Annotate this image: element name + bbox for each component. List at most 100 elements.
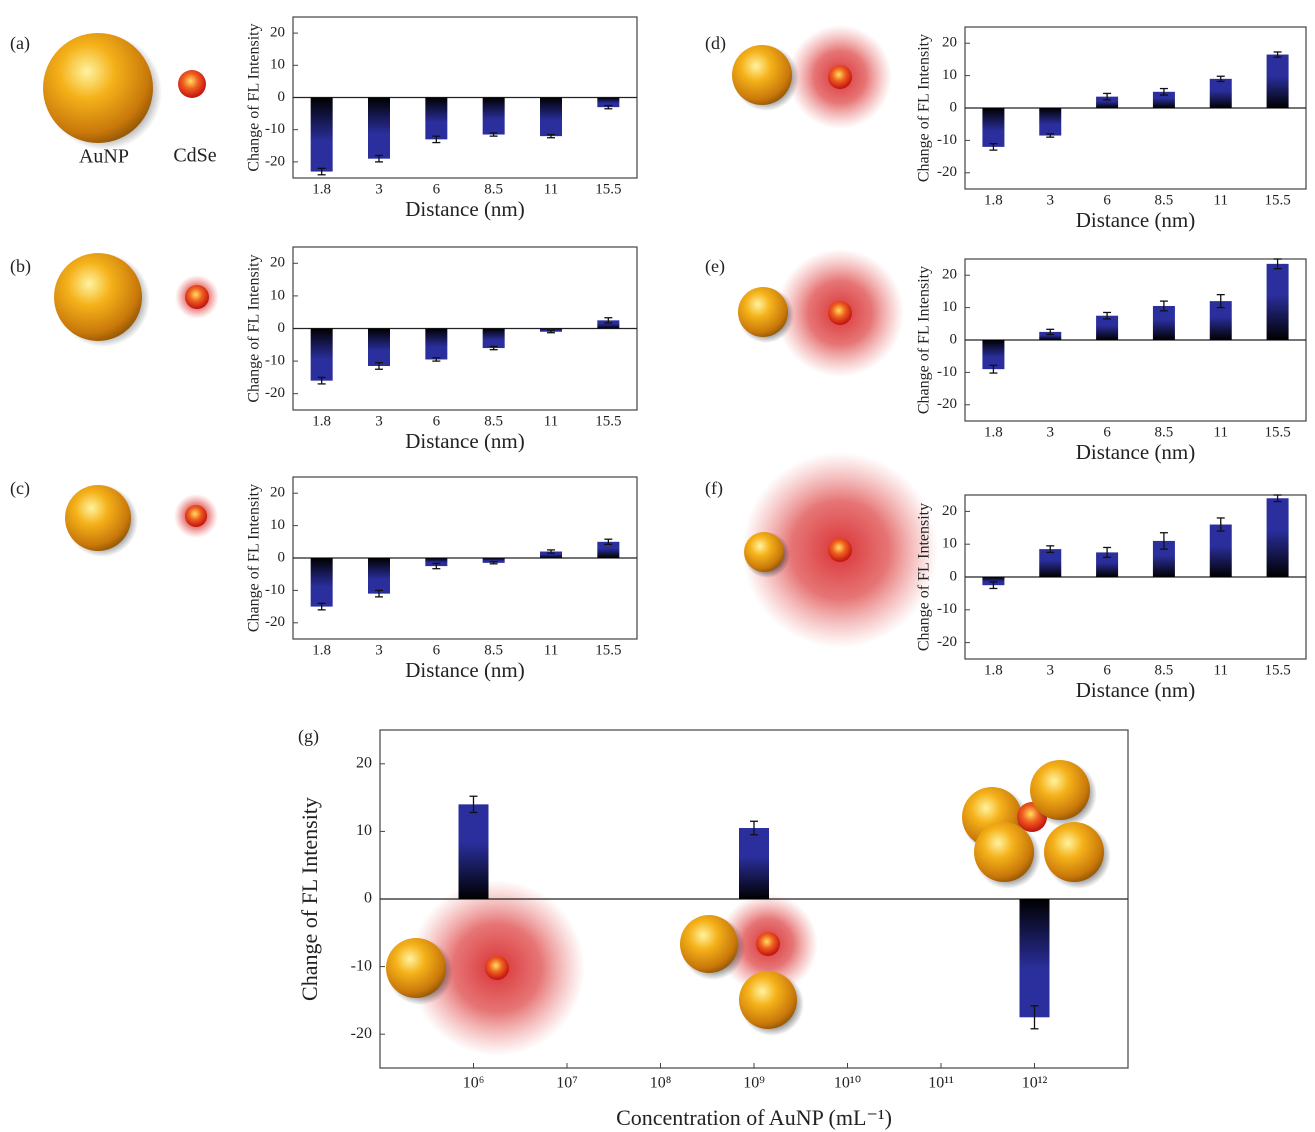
x-tick-label: 15.5	[595, 181, 621, 197]
error-bar	[1103, 92, 1112, 101]
y-tick-label: 20	[270, 255, 285, 271]
error-bar	[604, 317, 613, 324]
bar	[982, 108, 1005, 147]
x-axis-label: Distance (nm)	[405, 197, 525, 221]
bar	[1152, 540, 1175, 577]
y-tick-label: 20	[270, 25, 285, 41]
x-tick-label: 11	[544, 642, 558, 658]
x-tick-label: 1.8	[984, 424, 1003, 440]
y-axis-label: Change of FL Intensity	[246, 254, 263, 402]
x-tick-label: 10⁷	[556, 1075, 578, 1092]
bar	[368, 558, 390, 594]
x-tick-label: 10¹⁰	[834, 1075, 861, 1092]
x-tick-label: 15.5	[1264, 662, 1290, 678]
y-tick-label: -10	[937, 364, 957, 380]
y-axis-label: Change of FL Intensity	[297, 797, 322, 1001]
bar	[1152, 91, 1175, 108]
bar	[1209, 301, 1232, 340]
x-tick-label: 8.5	[1155, 424, 1174, 440]
error-bar	[1030, 1005, 1039, 1030]
x-tick-label: 15.5	[595, 413, 621, 429]
bar	[310, 558, 333, 607]
bar	[1019, 899, 1050, 1018]
error-bar	[317, 167, 326, 176]
x-tick-label: 3	[375, 413, 383, 429]
error-bar	[432, 357, 441, 362]
y-tick-label: -20	[351, 1025, 372, 1042]
y-tick-label: 0	[950, 99, 958, 115]
y-tick-label: 20	[942, 35, 957, 51]
error-bar	[1159, 300, 1168, 312]
panel-label: (b)	[10, 256, 31, 277]
error-bar	[489, 132, 498, 137]
error-bar	[1273, 51, 1282, 58]
x-tick-label: 11	[1214, 192, 1228, 208]
x-tick-label: 6	[433, 413, 441, 429]
bar	[1096, 96, 1119, 108]
bar	[1209, 524, 1232, 577]
error-bar	[989, 364, 998, 374]
y-tick-label: 0	[278, 549, 286, 565]
x-tick-label: 11	[1214, 662, 1228, 678]
error-bar	[375, 589, 383, 598]
y-tick-label: -20	[937, 634, 957, 650]
panel-label: (d)	[705, 33, 726, 54]
y-axis-label: Change of FL Intensity	[916, 266, 933, 414]
x-tick-label: 3	[1047, 192, 1055, 208]
bar	[310, 328, 333, 381]
panel-label: (g)	[298, 726, 319, 747]
x-tick-label: 10¹²	[1022, 1075, 1048, 1092]
bar	[1266, 54, 1289, 108]
panel-label: (f)	[705, 478, 723, 499]
error-bar	[1216, 293, 1225, 309]
y-tick-label: -10	[351, 957, 372, 974]
error-bar	[432, 135, 441, 144]
x-tick-label: 3	[1047, 424, 1055, 440]
error-bar	[989, 581, 998, 590]
y-tick-label: 20	[270, 485, 285, 501]
bar	[1096, 552, 1119, 577]
y-tick-label: 0	[278, 320, 286, 336]
error-bar	[547, 133, 555, 139]
x-axis-label: Distance (nm)	[1076, 208, 1196, 232]
bar	[425, 97, 448, 140]
bar	[540, 97, 562, 137]
bar	[425, 328, 448, 360]
error-bar	[1273, 494, 1282, 503]
x-tick-label: 6	[433, 181, 441, 197]
y-tick-label: -10	[265, 353, 285, 369]
error-bar	[1273, 258, 1282, 270]
x-tick-label: 1.8	[984, 662, 1003, 678]
error-bar	[1046, 545, 1055, 554]
bar	[1096, 315, 1119, 340]
x-tick-label: 1.8	[312, 642, 331, 658]
bar	[368, 97, 390, 159]
x-axis-label: Distance (nm)	[405, 658, 525, 682]
bar	[425, 558, 448, 567]
bar	[1152, 305, 1175, 340]
error-bar	[604, 104, 613, 110]
y-tick-label: 10	[270, 287, 285, 303]
y-tick-label: -20	[937, 396, 957, 412]
x-axis-label: Concentration of AuNP (mL⁻¹)	[616, 1105, 892, 1130]
x-tick-label: 6	[433, 642, 441, 658]
bar	[368, 328, 390, 366]
x-axis-label: Distance (nm)	[405, 429, 525, 453]
y-tick-label: -20	[937, 164, 957, 180]
error-bar	[547, 549, 555, 554]
error-bar	[317, 376, 326, 385]
error-bar	[489, 561, 498, 565]
bar	[482, 97, 505, 135]
x-tick-label: 11	[1214, 424, 1228, 440]
y-tick-label: 20	[942, 503, 957, 519]
y-axis-label: Change of FL Intensity	[916, 503, 933, 651]
y-tick-label: -10	[265, 121, 285, 137]
error-bar	[989, 142, 998, 151]
bar	[1266, 498, 1289, 577]
x-tick-label: 10⁹	[743, 1075, 765, 1092]
illustrations	[43, 25, 1111, 1056]
y-tick-label: 20	[356, 754, 372, 771]
panel-label: (e)	[705, 256, 725, 277]
bar	[1039, 331, 1062, 340]
